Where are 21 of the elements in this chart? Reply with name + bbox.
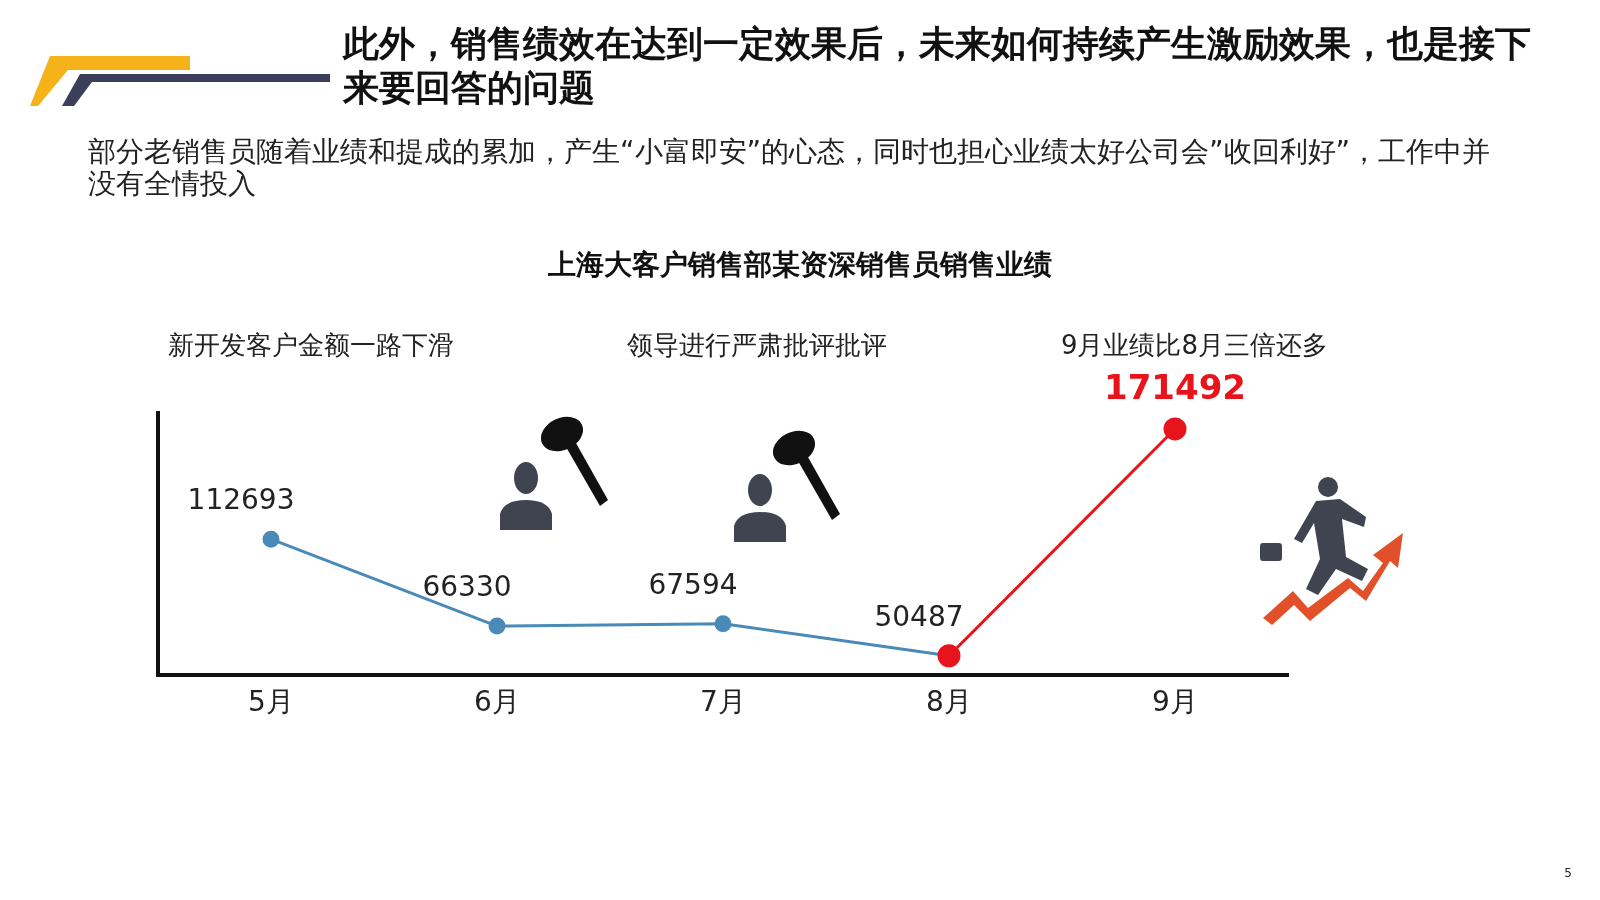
x-tick-label: 9月 [1152, 685, 1198, 719]
text: 新开发客户金额一路下滑 [168, 329, 454, 362]
x-tick-label: 6月 [474, 685, 520, 719]
point [714, 615, 732, 633]
text: 5 [1564, 866, 1572, 880]
text: 上海大客户销售部某资深销售员销售业绩 [547, 247, 1053, 283]
x-tick-label: 7月 [700, 685, 746, 719]
data-label: 171492 [1104, 366, 1246, 407]
data-label: 50487 [874, 599, 964, 633]
x-tick-label: 5月 [248, 685, 294, 719]
data-label: 67594 [648, 567, 738, 601]
chart-subtitle: 部分老销售员随着业绩和提成的累加，产生“小富即安”的心态，同时也担心业绩太好公司会”收回利好”，工作中并没有全情投入 [88, 135, 1492, 200]
point [1163, 417, 1187, 441]
text: 9月业绩比8月三倍还多 [1060, 329, 1328, 362]
data-label: 112693 [187, 483, 295, 517]
text: 领导进行严肃批评批评 [627, 329, 888, 362]
point [262, 530, 280, 548]
chart-title: 此外，销售绩效在达到一定效果后，未来如何持续产生激励效果，也是接下来要回答的问题 [343, 22, 1532, 110]
data-label: 66330 [422, 570, 512, 604]
point [488, 617, 506, 635]
x-tick-label: 8月 [926, 685, 972, 719]
